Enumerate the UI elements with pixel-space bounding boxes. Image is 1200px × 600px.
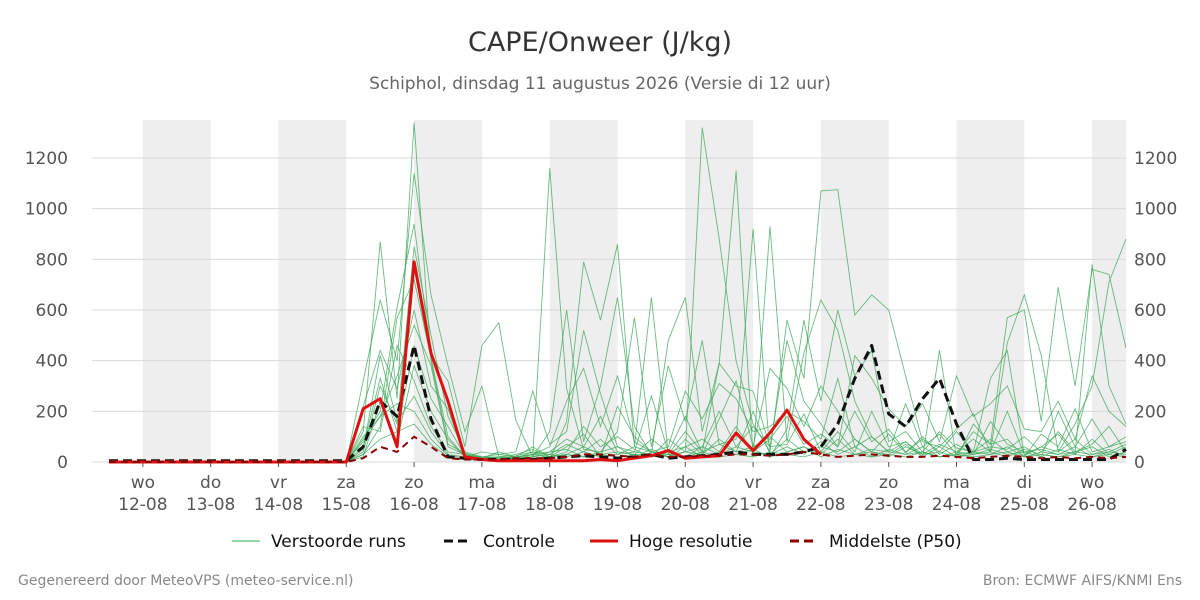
y-tick-label: 1000: [1134, 200, 1177, 220]
y-tick-label: 200: [1134, 402, 1166, 422]
grid-lines: [92, 157, 1126, 463]
x-tick-day: di: [542, 473, 558, 493]
shade-band: [414, 120, 482, 462]
x-tick-day: do: [200, 473, 221, 493]
x-tick-day: ma: [943, 473, 970, 493]
day-shading: [142, 120, 1126, 462]
series-line-middelste-p50-: [109, 435, 1127, 463]
x-tick-day: za: [337, 473, 356, 493]
x-tick-date: 17-08: [457, 495, 506, 515]
x-tick-day: di: [1017, 473, 1033, 493]
y-tick-label: 1200: [25, 149, 68, 169]
x-tick-day: do: [675, 473, 696, 493]
y-axis-right: 0 200 400 600 800 1000 1200: [1134, 149, 1177, 473]
y-tick-label: 1000: [25, 200, 68, 220]
shade-band: [142, 120, 211, 462]
y-tick-label: 800: [36, 250, 68, 270]
legend: Verstoorde runs Controle Hoge resolutie Mid…: [232, 532, 962, 552]
shade-band: [820, 120, 889, 462]
x-tick-date: 23-08: [864, 495, 913, 515]
x-tick-date: 20-08: [661, 495, 710, 515]
footer-left: Gegenereerd door MeteoVPS (meteo-service…: [18, 573, 353, 589]
x-tick-date: 16-08: [389, 495, 438, 515]
y-tick-label: 1200: [1134, 149, 1177, 169]
y-tick-label: 400: [1134, 352, 1166, 372]
x-tick-day: vr: [270, 473, 287, 493]
shade-band: [685, 120, 754, 462]
x-tick-date: 22-08: [796, 495, 845, 515]
x-tick-date: 12-08: [118, 495, 167, 515]
x-tick-day: ma: [468, 473, 495, 493]
x-tick-date: 14-08: [254, 495, 303, 515]
plot-area: [109, 122, 1127, 464]
x-tick-day: wo: [605, 473, 629, 493]
x-tick-date: 26-08: [1067, 495, 1116, 515]
x-tick-day: zo: [879, 473, 898, 493]
x-tick-day: zo: [404, 473, 423, 493]
legend-label: Middelste (P50): [829, 532, 962, 552]
shade-band: [278, 120, 347, 462]
x-tick-day: vr: [745, 473, 762, 493]
y-axis-left: 0 200 400 600 800 1000 1200: [25, 149, 68, 473]
legend-label: Verstoorde runs: [271, 532, 406, 552]
x-tick-date: 21-08: [728, 495, 777, 515]
y-tick-label: 600: [1134, 301, 1166, 321]
y-tick-label: 600: [36, 301, 68, 321]
x-tick-date: 25-08: [1000, 495, 1049, 515]
legend-label: Hoge resolutie: [629, 532, 753, 552]
x-tick-day: wo: [1080, 473, 1104, 493]
x-tick-date: 15-08: [322, 495, 371, 515]
y-tick-label: 0: [57, 453, 68, 473]
x-tick-date: 19-08: [593, 495, 642, 515]
y-tick-label: 0: [1134, 453, 1145, 473]
shade-band: [956, 120, 1025, 462]
x-tick-date: 13-08: [186, 495, 235, 515]
x-tick-day: wo: [131, 473, 155, 493]
footer-right: Bron: ECMWF AIFS/KNMI Ens: [983, 573, 1182, 589]
shade-band: [1092, 120, 1126, 462]
shade-band: [549, 120, 618, 462]
chart-subtitle: Schiphol, dinsdag 11 augustus 2026 (Vers…: [369, 74, 831, 94]
y-tick-label: 200: [36, 402, 68, 422]
x-axis: wo12-08do13-08vr14-08za15-08zo16-08ma17-…: [118, 462, 1117, 515]
x-tick-date: 24-08: [932, 495, 981, 515]
y-tick-label: 800: [1134, 250, 1166, 270]
series-line-hoge-resolutie: [109, 260, 822, 464]
y-tick-label: 400: [36, 352, 68, 372]
x-tick-date: 18-08: [525, 495, 574, 515]
x-tick-day: za: [811, 473, 830, 493]
chart-title: CAPE/Onweer (J/kg): [468, 27, 732, 58]
legend-label: Controle: [483, 532, 555, 552]
